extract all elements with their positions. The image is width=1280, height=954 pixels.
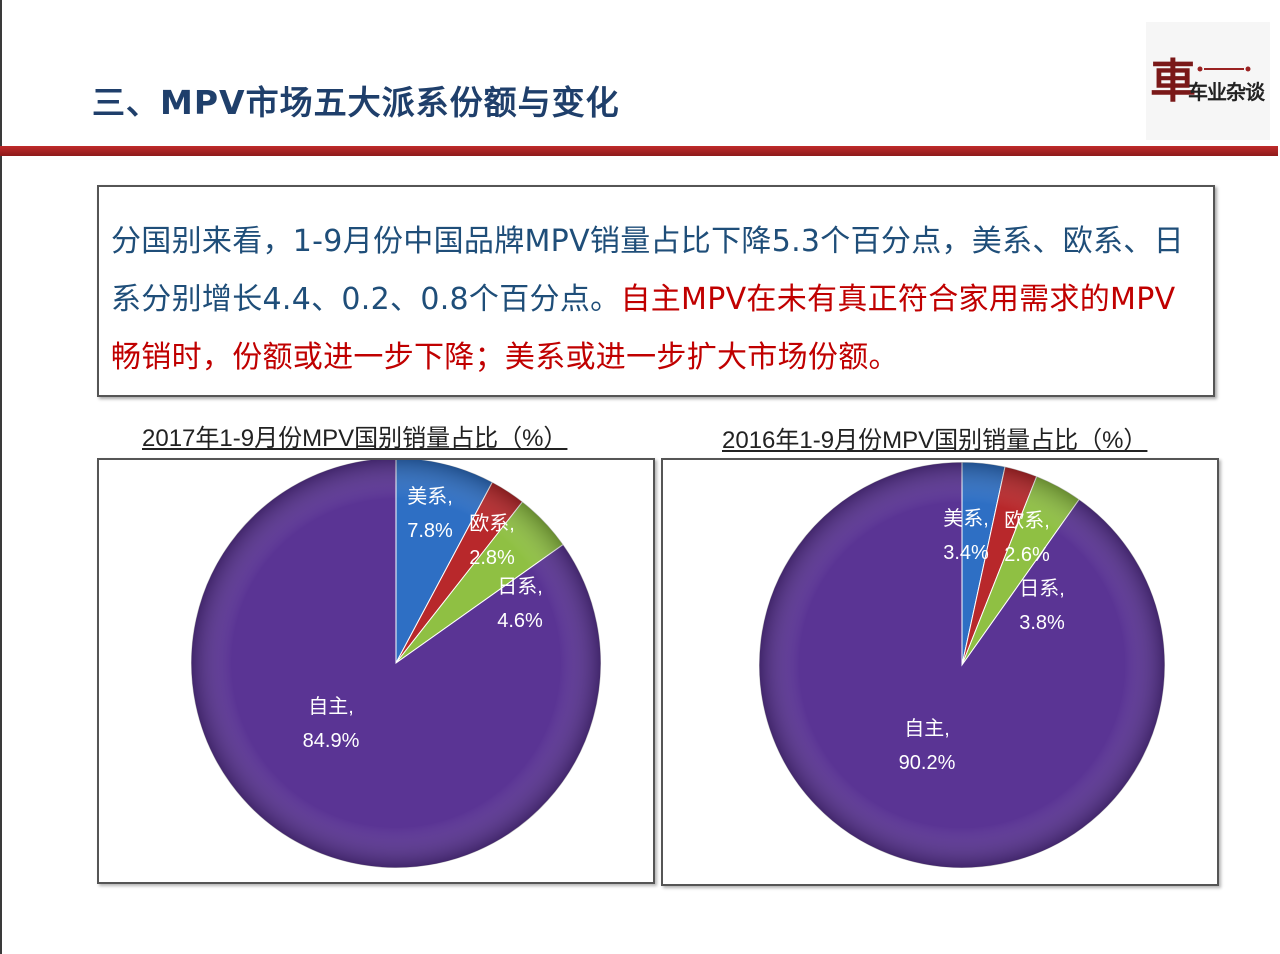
pie2016-label-value-2: 3.8% <box>1019 612 1065 634</box>
slide-left-border <box>0 0 2 954</box>
pie2016-label-name-1: 欧系, <box>1004 509 1050 532</box>
brand-logo: 車 车业杂谈 <box>1146 22 1270 140</box>
chart-2017-title: 2017年1-9月份MPV国别销量占比（%） <box>142 425 568 452</box>
summary-text-red: 自主MPV在未有真正符合家用需求的MPV畅销时，份额或进一步下降；美系或进一步扩… <box>111 282 1176 375</box>
logo-ornament-icon <box>1197 66 1251 72</box>
pie2017-label-name-0: 美系, <box>407 485 453 508</box>
summary-paragraph: 分国别来看，1-9月份中国品牌MPV销量占比下降5.3个百分点，美系、欧系、日系… <box>111 213 1201 387</box>
chart-2017-pie: 美系, 7.8% 欧系, 2.8% 日系, 4.6% 自主, 84.9% <box>190 460 602 869</box>
chart-2016-panel: 美系, 3.4% 欧系, 2.6% 日系, 3.8% 自主, 90.2% <box>661 458 1219 886</box>
page-title: 三、MPV市场五大派系份额与变化 <box>92 83 620 122</box>
pie2017-label-value-0: 7.8% <box>407 520 453 542</box>
pie2017-label-name-1: 欧系, <box>469 512 515 535</box>
pie2017-label-value-3: 84.9% <box>303 730 360 752</box>
pie2016-label-value-1: 2.6% <box>1004 544 1050 566</box>
logo-name: 车业杂谈 <box>1188 80 1265 104</box>
pie2017-label-value-1: 2.8% <box>469 547 515 569</box>
chart-2016-title: 2016年1-9月份MPV国别销量占比（%） <box>722 427 1148 454</box>
pie2016-shading <box>759 462 1165 868</box>
pie2016-label-value-3: 90.2% <box>899 752 956 774</box>
summary-text-blue: 分国别来看，1-9月份中国品牌MPV销量占比下降5.3个百分点，美系、欧系、日系… <box>111 224 1184 317</box>
pie2016-label-name-0: 美系, <box>943 507 989 530</box>
pie2016-label-name-2: 日系, <box>1019 577 1065 600</box>
logo-glyph: 車 <box>1150 54 1196 108</box>
summary-box: 分国别来看，1-9月份中国品牌MPV销量占比下降5.3个百分点，美系、欧系、日系… <box>97 185 1215 397</box>
title-divider <box>0 146 1278 156</box>
pie2017-shading <box>191 460 601 868</box>
chart-2016-pie: 美系, 3.4% 欧系, 2.6% 日系, 3.8% 自主, 90.2% <box>758 461 1166 869</box>
pie2017-label-name-3: 自主, <box>308 695 354 718</box>
pie2016-label-name-3: 自主, <box>904 717 950 740</box>
pie2017-label-value-2: 4.6% <box>497 610 543 632</box>
chart-2017-panel: 美系, 7.8% 欧系, 2.8% 日系, 4.6% 自主, 84.9% <box>97 458 655 884</box>
pie2017-label-name-2: 日系, <box>497 575 543 598</box>
pie2016-label-value-0: 3.4% <box>943 542 989 564</box>
